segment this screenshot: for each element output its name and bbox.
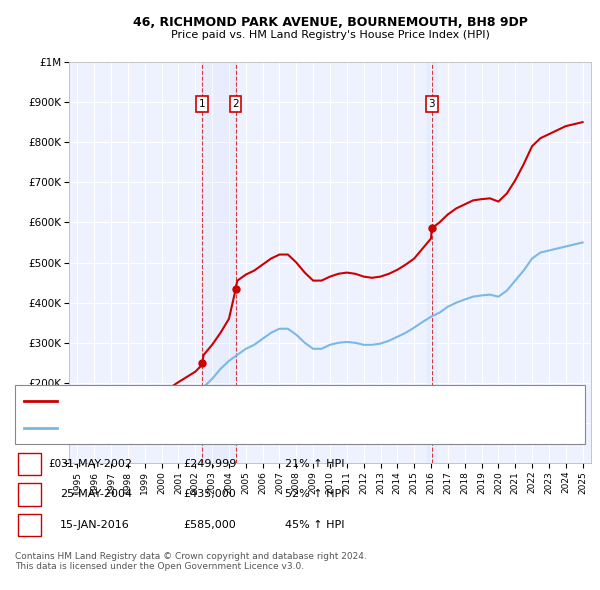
Text: £249,999: £249,999: [183, 459, 236, 468]
Bar: [427, 62, 436, 463]
Text: 25-MAY-2004: 25-MAY-2004: [60, 490, 132, 499]
Text: £585,000: £585,000: [183, 520, 236, 530]
Text: 1: 1: [26, 459, 33, 468]
Text: 3: 3: [428, 99, 435, 109]
Text: Contains HM Land Registry data © Crown copyright and database right 2024.
This d: Contains HM Land Registry data © Crown c…: [15, 552, 367, 571]
Text: 15-JAN-2016: 15-JAN-2016: [60, 520, 130, 530]
Text: 1: 1: [199, 99, 206, 109]
Text: Price paid vs. HM Land Registry's House Price Index (HPI): Price paid vs. HM Land Registry's House …: [170, 30, 490, 40]
Text: 45% ↑ HPI: 45% ↑ HPI: [285, 520, 344, 530]
Text: 46, RICHMOND PARK AVENUE, BOURNEMOUTH, BH8 9DP (detached house): 46, RICHMOND PARK AVENUE, BOURNEMOUTH, B…: [63, 396, 437, 405]
Text: 46, RICHMOND PARK AVENUE, BOURNEMOUTH, BH8 9DP: 46, RICHMOND PARK AVENUE, BOURNEMOUTH, B…: [133, 16, 527, 29]
Text: 52% ↑ HPI: 52% ↑ HPI: [285, 490, 344, 499]
Text: 2: 2: [232, 99, 239, 109]
Text: 3: 3: [26, 520, 33, 530]
Text: 31-MAY-2002: 31-MAY-2002: [60, 459, 132, 468]
Bar: [202, 62, 236, 463]
Text: 2: 2: [26, 490, 33, 499]
Text: £435,000: £435,000: [183, 490, 236, 499]
Text: HPI: Average price, detached house, Bournemouth Christchurch and Poole: HPI: Average price, detached house, Bour…: [63, 423, 434, 432]
Text: 21% ↑ HPI: 21% ↑ HPI: [285, 459, 344, 468]
